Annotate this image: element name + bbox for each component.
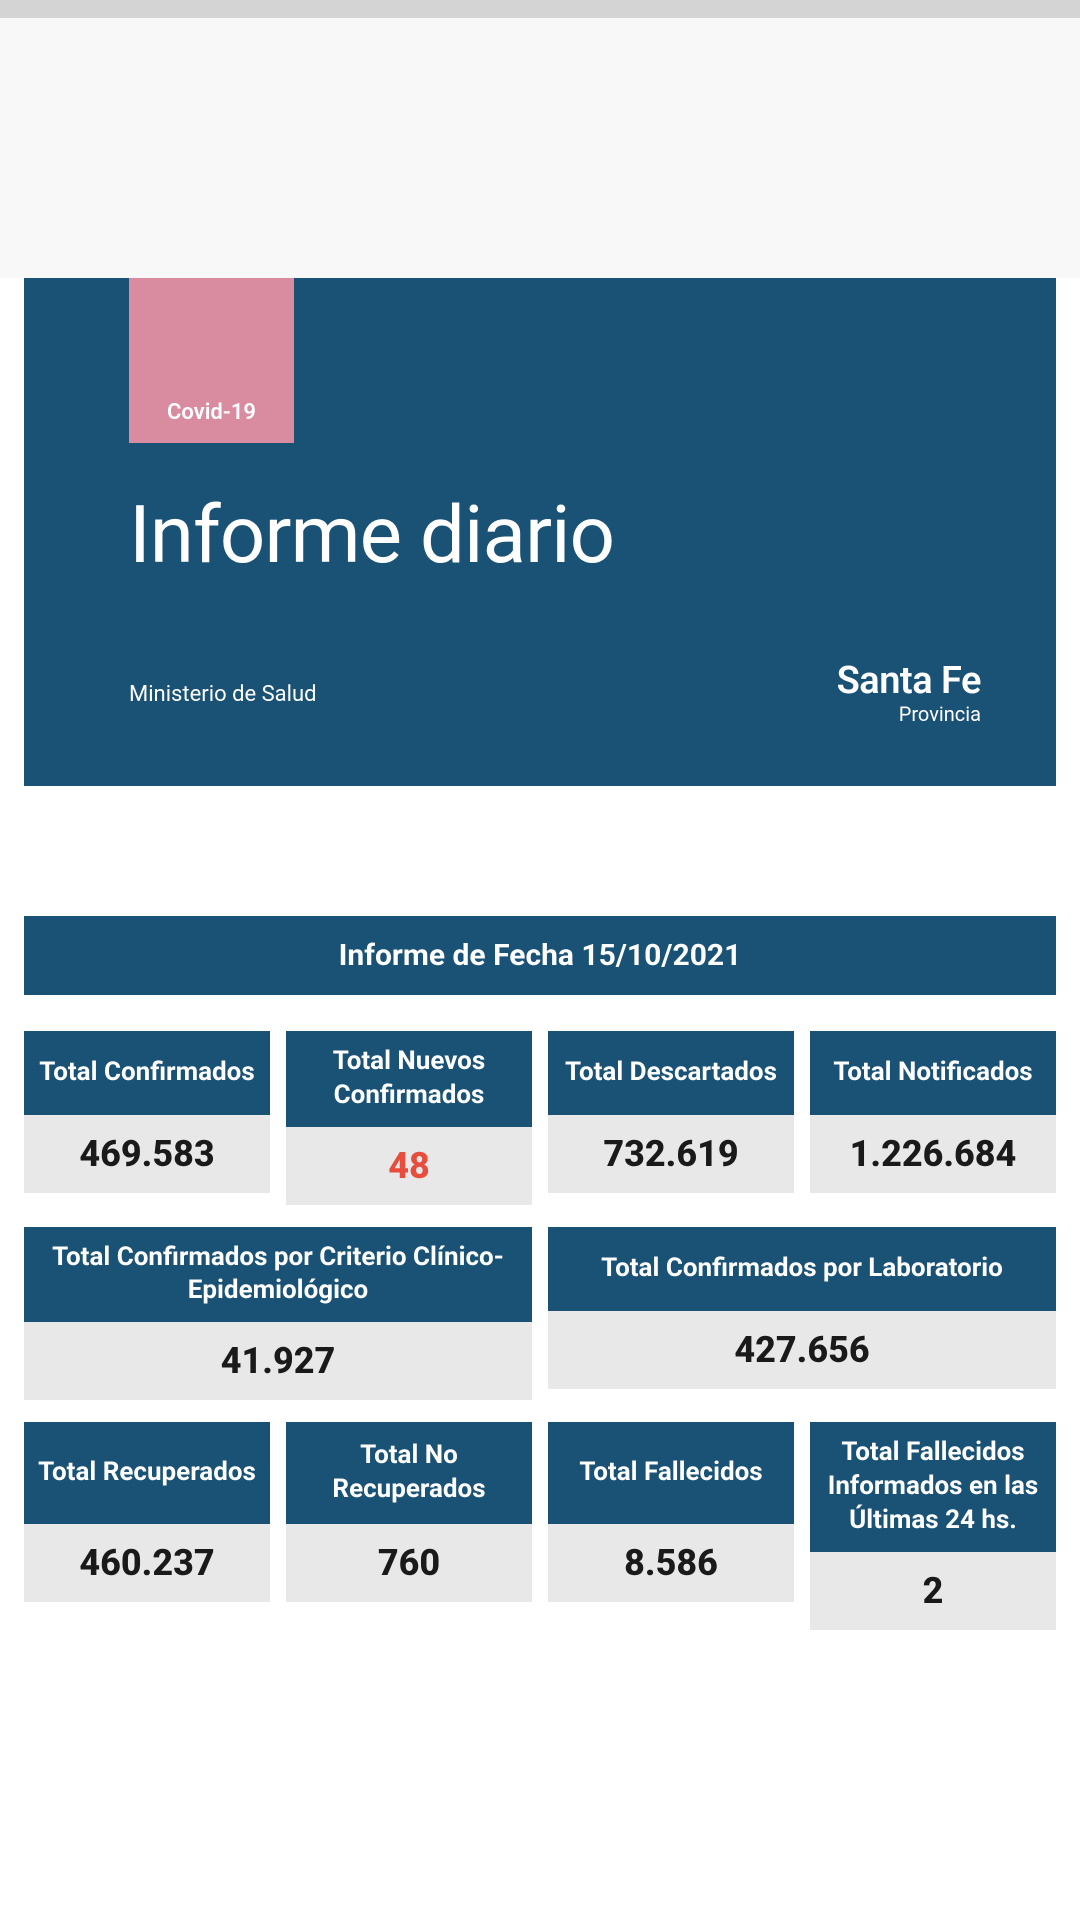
stats-row-1: Total Confirmados 469.583 Total Nuevos C… [24, 1031, 1056, 1205]
santa-fe-logo: Santa Fe Provincia [837, 662, 981, 726]
stat-descartados: Total Descartados 732.619 [548, 1031, 794, 1205]
logo-main: Santa Fe [837, 662, 981, 700]
stats-row-3: Total Recuperados 460.237 Total No Recup… [24, 1422, 1056, 1629]
stat-label: Total Fallecidos [548, 1422, 794, 1524]
stat-value: 460.237 [24, 1524, 270, 1602]
stat-no-recuperados: Total No Recuperados 760 [286, 1422, 532, 1629]
stat-label: Total Confirmados por Criterio Clínico-E… [24, 1227, 532, 1323]
stat-value: 732.619 [548, 1115, 794, 1193]
stat-fallecidos: Total Fallecidos 8.586 [548, 1422, 794, 1629]
stat-recuperados: Total Recuperados 460.237 [24, 1422, 270, 1629]
covid-tag: Covid-19 [129, 278, 294, 443]
window-top-bar [0, 0, 1080, 18]
stat-value: 469.583 [24, 1115, 270, 1193]
stat-value: 48 [286, 1127, 532, 1205]
stat-value: 1.226.684 [810, 1115, 1056, 1193]
stat-label: Total Recuperados [24, 1422, 270, 1524]
stat-value: 427.656 [548, 1311, 1056, 1389]
stat-label: Total Descartados [548, 1031, 794, 1115]
stat-fallecidos-24hs: Total Fallecidos Informados en las Últim… [810, 1422, 1056, 1629]
stat-label: Total Fallecidos Informados en las Últim… [810, 1422, 1056, 1551]
ministry-label: Ministerio de Salud [129, 682, 317, 707]
main-content: Covid-19 Informe diario Ministerio de Sa… [0, 278, 1080, 1630]
stat-value: 760 [286, 1524, 532, 1602]
stat-laboratorio: Total Confirmados por Laboratorio 427.65… [548, 1227, 1056, 1401]
date-banner: Informe de Fecha 15/10/2021 [24, 916, 1056, 995]
stat-clinico-epidemiologico: Total Confirmados por Criterio Clínico-E… [24, 1227, 532, 1401]
blank-area [0, 18, 1080, 278]
stat-label: Total Confirmados [24, 1031, 270, 1115]
stat-label: Total Confirmados por Laboratorio [548, 1227, 1056, 1311]
stat-label: Total Notificados [810, 1031, 1056, 1115]
stat-notificados: Total Notificados 1.226.684 [810, 1031, 1056, 1205]
stat-label: Total Nuevos Confirmados [286, 1031, 532, 1127]
stat-value: 8.586 [548, 1524, 794, 1602]
stat-label: Total No Recuperados [286, 1422, 532, 1524]
stat-value: 41.927 [24, 1322, 532, 1400]
covid-tag-text: Covid-19 [167, 400, 256, 425]
stats-row-2: Total Confirmados por Criterio Clínico-E… [24, 1227, 1056, 1401]
stat-value: 2 [810, 1552, 1056, 1630]
header-card: Covid-19 Informe diario Ministerio de Sa… [24, 278, 1056, 786]
stat-nuevos-confirmados: Total Nuevos Confirmados 48 [286, 1031, 532, 1205]
header-footer: Ministerio de Salud Santa Fe Provincia [24, 582, 1056, 726]
stat-total-confirmados: Total Confirmados 469.583 [24, 1031, 270, 1205]
logo-sub: Provincia [837, 702, 981, 726]
